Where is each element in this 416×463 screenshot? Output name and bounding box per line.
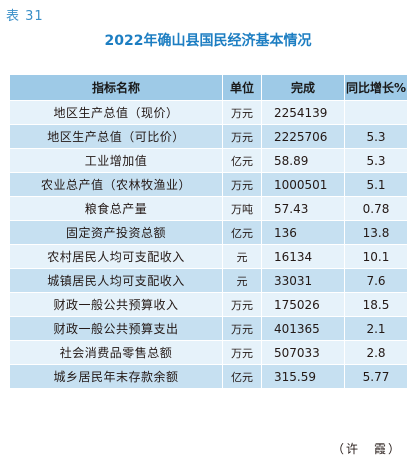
- table-row: 工业增加值 亿元 58.89 5.3: [9, 148, 408, 173]
- row-unit: 万元: [222, 316, 262, 341]
- header-unit: 单位: [222, 74, 262, 101]
- row-value: 16134: [261, 244, 345, 269]
- row-growth: 5.3: [344, 148, 408, 173]
- table-row: 地区生产总值（现价） 万元 2254139: [9, 100, 408, 125]
- row-value: 136: [261, 220, 345, 245]
- row-name: 财政一般公共预算收入: [9, 292, 223, 317]
- row-growth: 5.3: [344, 124, 408, 149]
- row-growth: 18.5: [344, 292, 408, 317]
- row-value: 1000501: [261, 172, 345, 197]
- row-growth: 0.78: [344, 196, 408, 221]
- row-name: 农村居民人均可支配收入: [9, 244, 223, 269]
- table-row: 财政一般公共预算收入 万元 175026 18.5: [9, 292, 408, 317]
- table-row: 粮食总产量 万吨 57.43 0.78: [9, 196, 408, 221]
- row-value: 57.43: [261, 196, 345, 221]
- row-unit: 万元: [222, 172, 262, 197]
- row-value: 175026: [261, 292, 345, 317]
- row-growth: 13.8: [344, 220, 408, 245]
- row-growth: 7.6: [344, 268, 408, 293]
- header-completed: 完成: [261, 74, 345, 101]
- row-growth: 5.1: [344, 172, 408, 197]
- table-row: 固定资产投资总额 亿元 136 13.8: [9, 220, 408, 245]
- row-unit: 万元: [222, 100, 262, 125]
- row-unit: 元: [222, 244, 262, 269]
- row-unit: 万元: [222, 340, 262, 365]
- row-name: 固定资产投资总额: [9, 220, 223, 245]
- table-header-row: 指标名称 单位 完成 同比增长%: [9, 74, 408, 101]
- row-unit: 万元: [222, 124, 262, 149]
- header-indicator-name: 指标名称: [9, 74, 223, 101]
- row-value: 33031: [261, 268, 345, 293]
- row-name: 粮食总产量: [9, 196, 223, 221]
- row-unit: 亿元: [222, 220, 262, 245]
- row-name: 财政一般公共预算支出: [9, 316, 223, 341]
- author-credit: （许 霞）: [331, 442, 402, 456]
- row-unit: 亿元: [222, 364, 262, 389]
- row-growth: 10.1: [344, 244, 408, 269]
- row-name: 地区生产总值（现价）: [9, 100, 223, 125]
- row-value: 2254139: [261, 100, 345, 125]
- row-unit: 万吨: [222, 196, 262, 221]
- row-name: 城镇居民人均可支配收入: [9, 268, 223, 293]
- row-unit: 万元: [222, 292, 262, 317]
- row-name: 社会消费品零售总额: [9, 340, 223, 365]
- row-name: 地区生产总值（可比价）: [9, 124, 223, 149]
- table-row: 财政一般公共预算支出 万元 401365 2.1: [9, 316, 408, 341]
- table-title: 2022年确山县国民经济基本情况: [104, 33, 312, 49]
- row-growth: 5.77: [344, 364, 408, 389]
- row-value: 2225706: [261, 124, 345, 149]
- row-unit: 元: [222, 268, 262, 293]
- row-name: 城乡居民年末存款余额: [9, 364, 223, 389]
- table-row: 城镇居民人均可支配收入 元 33031 7.6: [9, 268, 408, 293]
- row-unit: 亿元: [222, 148, 262, 173]
- table-row: 农村居民人均可支配收入 元 16134 10.1: [9, 244, 408, 269]
- table-number-label: 表 31: [6, 9, 44, 24]
- header-growth: 同比增长%: [344, 74, 408, 101]
- row-value: 401365: [261, 316, 345, 341]
- table-row: 城乡居民年末存款余额 亿元 315.59 5.77: [9, 364, 408, 389]
- row-name: 工业增加值: [9, 148, 223, 173]
- row-value: 507033: [261, 340, 345, 365]
- row-value: 58.89: [261, 148, 345, 173]
- table-row: 农业总产值（农林牧渔业） 万元 1000501 5.1: [9, 172, 408, 197]
- economic-indicators-table: 指标名称 单位 完成 同比增长% 地区生产总值（现价） 万元 2254139 地…: [9, 74, 408, 389]
- table-row: 社会消费品零售总额 万元 507033 2.8: [9, 340, 408, 365]
- row-value: 315.59: [261, 364, 345, 389]
- table-row: 地区生产总值（可比价） 万元 2225706 5.3: [9, 124, 408, 149]
- row-growth: 2.8: [344, 340, 408, 365]
- row-name: 农业总产值（农林牧渔业）: [9, 172, 223, 197]
- row-growth: [344, 100, 408, 125]
- row-growth: 2.1: [344, 316, 408, 341]
